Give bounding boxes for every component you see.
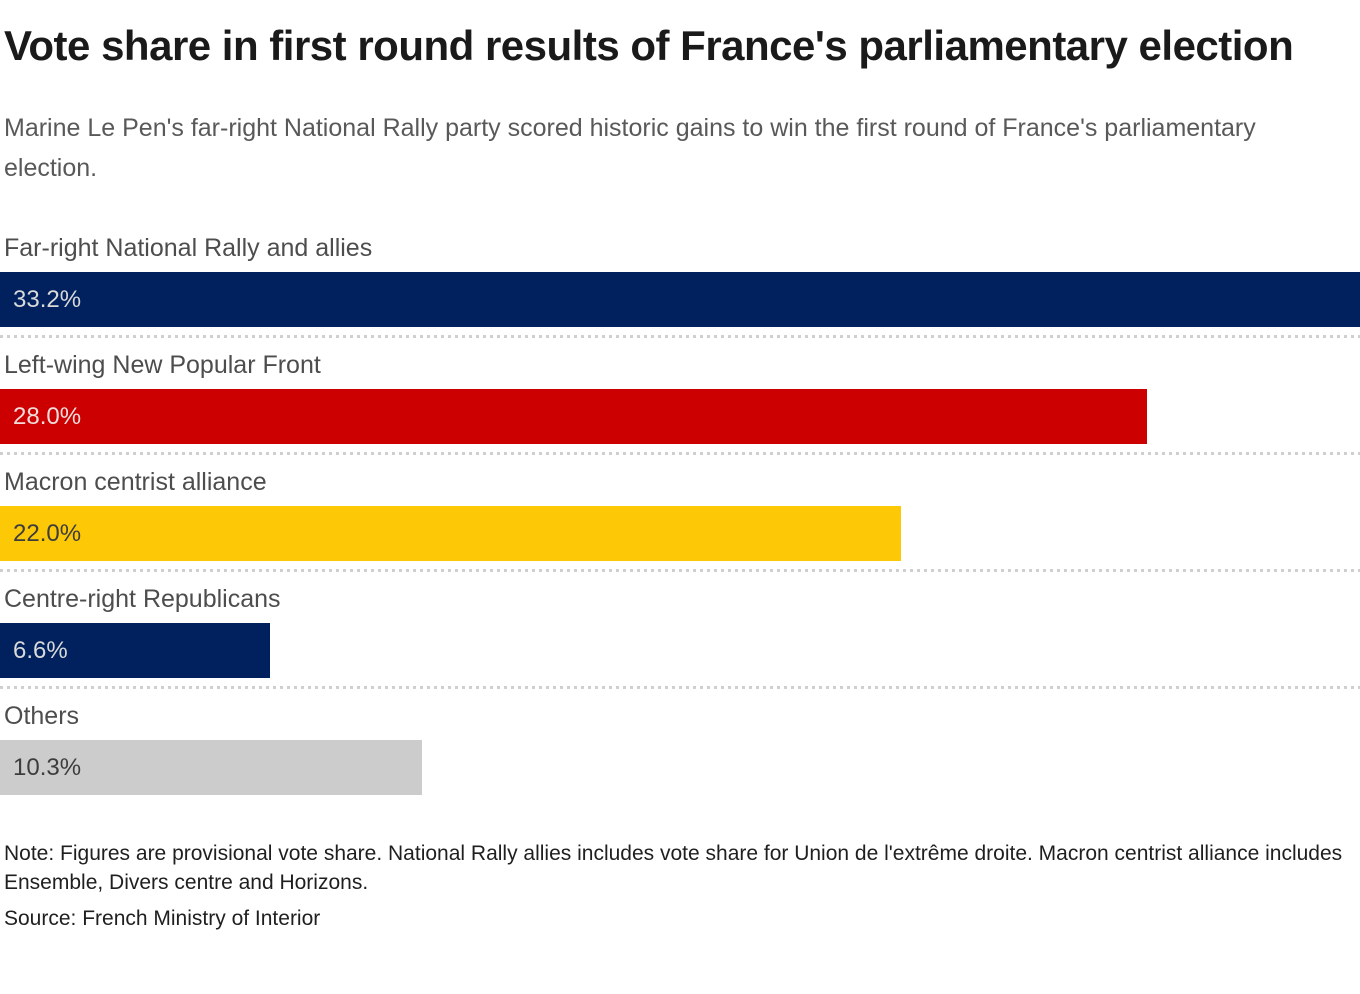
row-separator xyxy=(0,452,1360,455)
bar-value-label: 6.6% xyxy=(13,636,68,664)
bar-value-label: 33.2% xyxy=(13,285,82,313)
row-separator xyxy=(0,686,1360,689)
chart-row: Others 10.3% xyxy=(0,689,1360,795)
category-label: Left-wing New Popular Front xyxy=(4,351,321,379)
bar-value-label: 28.0% xyxy=(13,402,82,430)
chart-title: Vote share in first round results of Fra… xyxy=(4,22,1294,69)
chart-row: Far-right National Rally and allies 33.2… xyxy=(0,233,1360,338)
chart-note: Note: Figures are provisional vote share… xyxy=(4,842,1343,894)
bar: 33.2% xyxy=(0,272,1360,327)
chart-row: Centre-right Republicans 6.6% xyxy=(0,572,1360,689)
bar-track: 28.0% xyxy=(0,389,1360,444)
bar-value-label: 22.0% xyxy=(13,519,82,547)
chart-source: Source: French Ministry of Interior xyxy=(4,907,321,930)
row-separator xyxy=(0,335,1360,338)
chart-row: Macron centrist alliance 22.0% xyxy=(0,455,1360,572)
bar-chart: Far-right National Rally and allies 33.2… xyxy=(0,233,1360,795)
bar: 28.0% xyxy=(0,389,1147,444)
bar-track: 6.6% xyxy=(0,623,1360,678)
bar-track: 33.2% xyxy=(0,272,1360,327)
bar: 6.6% xyxy=(0,623,271,678)
category-label: Macron centrist alliance xyxy=(4,468,267,496)
bar: 10.3% xyxy=(0,740,422,795)
chart-row: Left-wing New Popular Front 28.0% xyxy=(0,338,1360,455)
chart-subtitle: Marine Le Pen's far-right National Rally… xyxy=(4,114,1256,182)
category-label: Far-right National Rally and allies xyxy=(4,234,373,262)
row-separator xyxy=(0,569,1360,572)
category-label: Centre-right Republicans xyxy=(4,585,281,613)
bar-track: 10.3% xyxy=(0,740,1360,795)
bar-value-label: 10.3% xyxy=(13,753,82,781)
category-label: Others xyxy=(4,702,80,730)
bar-track: 22.0% xyxy=(0,506,1360,561)
bar: 22.0% xyxy=(0,506,902,561)
